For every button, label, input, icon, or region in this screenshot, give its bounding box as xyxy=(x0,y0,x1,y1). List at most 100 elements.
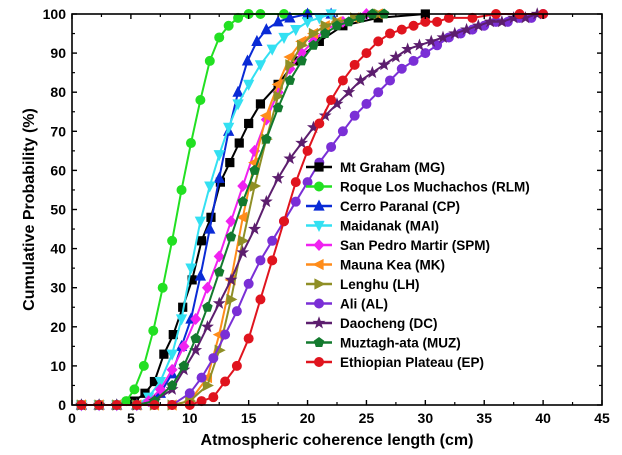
x-tick-label: 45 xyxy=(594,410,610,426)
data-point xyxy=(365,65,379,79)
data-point xyxy=(200,320,214,333)
data-point xyxy=(178,360,190,371)
data-point xyxy=(194,216,207,228)
legend-label: Roque Los Muchachos (RLM) xyxy=(340,180,530,195)
data-point xyxy=(401,42,415,55)
data-point xyxy=(326,141,337,152)
legend-marker xyxy=(312,316,326,329)
y-axis-title: Cumulative Probability (%) xyxy=(21,108,38,311)
data-point xyxy=(349,110,360,121)
data-point xyxy=(460,22,474,36)
data-point xyxy=(432,40,443,51)
data-point xyxy=(148,325,159,336)
data-point xyxy=(260,23,272,35)
data-point xyxy=(232,99,244,111)
y-tick-label: 10 xyxy=(50,358,66,374)
data-point xyxy=(295,136,309,149)
data-point xyxy=(190,312,202,325)
data-point xyxy=(266,44,278,56)
series-9 xyxy=(74,7,544,411)
data-point xyxy=(255,99,266,109)
series-line xyxy=(81,13,379,406)
data-point xyxy=(255,294,266,305)
legend-label: Daocheng (DC) xyxy=(340,316,438,331)
data-point xyxy=(166,379,178,390)
x-tick-label: 15 xyxy=(241,410,257,426)
data-point xyxy=(222,122,235,134)
data-point xyxy=(202,379,214,392)
data-point xyxy=(483,15,497,28)
data-point xyxy=(129,384,140,395)
x-tick-label: 0 xyxy=(68,410,76,426)
data-point xyxy=(314,118,325,129)
data-point xyxy=(408,20,419,31)
data-point xyxy=(185,138,196,149)
data-point xyxy=(273,90,285,102)
data-point xyxy=(361,48,372,59)
data-point xyxy=(249,180,262,192)
data-point xyxy=(278,32,290,44)
data-point xyxy=(349,59,360,70)
data-point xyxy=(223,20,234,31)
data-point xyxy=(326,95,337,106)
data-point xyxy=(318,108,332,122)
y-tick-label: 30 xyxy=(50,280,66,296)
data-point xyxy=(226,293,238,306)
data-point xyxy=(204,222,216,234)
data-point xyxy=(319,28,331,38)
x-tick-label: 40 xyxy=(535,410,551,426)
data-point xyxy=(302,145,313,156)
data-point xyxy=(290,196,301,207)
data-point xyxy=(261,133,272,144)
data-point xyxy=(166,349,178,361)
data-point xyxy=(420,48,431,59)
legend-label: Cerro Paranal (CP) xyxy=(340,199,460,214)
data-point xyxy=(384,75,395,86)
legend-entry-2: Roque Los Muchachos (RLM) xyxy=(306,180,530,195)
series-line xyxy=(81,13,544,406)
data-point xyxy=(234,138,244,148)
legend-marker xyxy=(313,356,324,367)
data-point xyxy=(432,16,443,27)
data-point xyxy=(342,85,356,98)
series-6 xyxy=(74,8,383,411)
data-point xyxy=(267,235,278,246)
data-point xyxy=(232,85,244,97)
data-point xyxy=(213,150,225,162)
data-point xyxy=(190,333,201,343)
legend-label: Ethiopian Plateau (EP) xyxy=(340,355,484,370)
data-point xyxy=(271,171,285,184)
data-point xyxy=(290,25,302,37)
legend-label: Maidanak (MAI) xyxy=(340,219,439,234)
data-point xyxy=(377,58,391,71)
data-point xyxy=(337,126,348,137)
y-tick-label: 80 xyxy=(50,84,66,100)
data-point xyxy=(231,360,242,371)
legend-entry-10: Muztagh-ata (MUZ) xyxy=(306,336,461,351)
data-point xyxy=(495,15,509,28)
data-point xyxy=(196,236,207,246)
data-point xyxy=(225,231,237,242)
data-point xyxy=(308,27,320,40)
legend-entry-3: Cerro Paranal (CP) xyxy=(306,199,460,214)
data-point xyxy=(237,196,249,207)
legend-entry-9: Daocheng (DC) xyxy=(306,316,438,331)
legend-marker xyxy=(313,298,324,309)
data-point xyxy=(254,60,267,72)
legend-marker xyxy=(313,199,325,211)
legend-entry-4: Maidanak (MAI) xyxy=(306,219,439,234)
data-point xyxy=(138,360,149,371)
legend-entry-1: Mt Graham (MG) xyxy=(306,160,445,175)
legend-label: San Pedro Martir (SPM) xyxy=(340,238,490,253)
x-tick-label: 25 xyxy=(359,410,375,426)
data-point xyxy=(202,301,213,312)
data-point xyxy=(408,55,419,66)
data-point xyxy=(204,55,215,66)
data-point xyxy=(259,110,271,122)
data-point xyxy=(284,11,296,23)
data-point xyxy=(213,171,225,183)
legend-label: Muztagh-ata (MUZ) xyxy=(340,336,461,351)
legend-label: Mauna Kea (MK) xyxy=(340,258,445,273)
data-point xyxy=(231,306,242,317)
data-point xyxy=(297,39,309,51)
